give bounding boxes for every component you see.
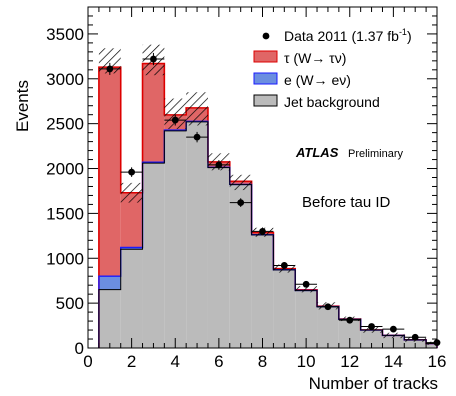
y-tick-label: 3000 [46,70,84,89]
data-point [215,161,223,169]
jet-background-bar [98,289,121,348]
x-tick-label: 14 [384,352,403,371]
legend-entry-data: Data 2011 (1.37 fb-1) [284,27,412,44]
data-point [389,325,397,333]
cut-annotation: Before tau ID [302,194,391,211]
y-tick-label: 1000 [46,249,84,268]
tau-bar [142,63,165,163]
x-tick-label: 4 [171,352,180,371]
x-tick-label: 0 [83,352,92,371]
data-point [411,333,419,341]
preliminary-label: Preliminary [348,148,404,160]
legend-entry-label: e (W→ eν) [284,72,351,88]
uncertainty-band [229,174,252,191]
jet-background-bar [229,184,252,348]
x-tick-label: 6 [214,352,223,371]
uncertainty-band [120,182,143,203]
y-tick-label: 0 [75,339,84,358]
jet-background-bar [120,249,143,348]
data-point [237,199,245,207]
uncertainty-band [186,92,208,126]
data-point [346,316,354,324]
uncertainty-band [426,341,437,345]
data-point [259,227,266,235]
data-point [324,303,332,311]
tau-bar [98,67,121,277]
y-tick-label: 2000 [46,160,84,179]
data-point [368,323,375,330]
y-tick-label: 3500 [46,25,84,44]
data-point [280,262,288,269]
jet-background-bar [164,130,187,348]
legend-entry-label: τ (W→ τν) [284,50,346,66]
jet-background-bar [207,167,230,348]
y-tick-label: 500 [56,294,84,313]
jet-background-bar [295,290,318,348]
data-point [150,55,157,63]
data-point [171,116,179,124]
jet-background-bar [186,121,208,348]
x-axis-label: Number of tracks [309,374,438,393]
data-point [128,168,136,176]
atlas-label: ATLAS [295,145,339,160]
electron-bar [120,247,143,250]
x-tick-label: 12 [340,352,359,371]
legend-swatch-jet [253,94,278,107]
data-point [302,280,310,288]
tau-bar [120,192,143,248]
y-tick-label: 1500 [46,204,84,223]
y-tick-label: 2500 [46,115,84,134]
legend: Data 2011 (1.37 fb-1) τ (W→ τν) e (W→ eν) J… [253,27,412,110]
plot-area [87,6,441,349]
legend-swatch-electron [253,72,278,85]
jet-background-bar [360,330,383,348]
legend-data-marker [262,32,270,40]
uncertainty-band [164,98,187,130]
x-tick-label: 8 [258,352,267,371]
y-axis-label: Events [13,80,32,132]
uncertainty-band [382,332,405,339]
jet-background-bar [251,234,274,348]
data-point [193,133,201,141]
uncertainty-band [98,48,121,74]
electron-bar [98,276,121,290]
jet-background-bar [338,319,361,348]
data-point [106,65,114,73]
uncertainty-band [295,286,318,293]
jet-background-bar [142,163,165,348]
jet-background-bar [317,306,339,348]
x-tick-label: 2 [127,352,136,371]
x-tick-label: 16 [428,352,447,371]
legend-swatch-tau [253,50,278,63]
x-tick-label: 10 [297,352,316,371]
legend-entry-label: Jet background [284,94,380,110]
jet-background-bar [426,343,437,348]
jet-background-bar [273,269,296,348]
